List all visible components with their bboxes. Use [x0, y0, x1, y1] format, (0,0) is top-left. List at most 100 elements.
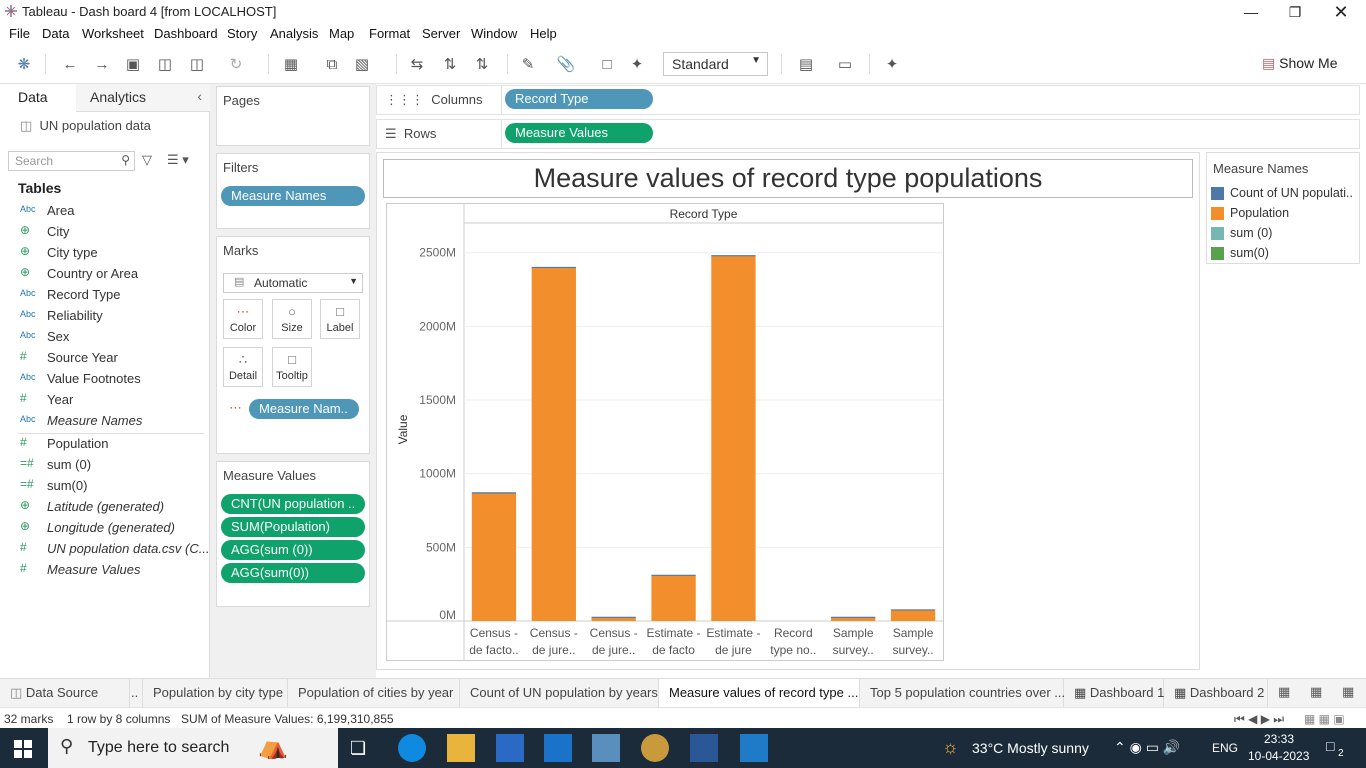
vscode-icon[interactable] [740, 734, 768, 762]
menu-worksheet[interactable]: Worksheet [82, 26, 144, 41]
columns-shelf[interactable]: ⋮⋮⋮ Columns Record Type [376, 85, 1360, 115]
field-item[interactable]: =# sum (0) [0, 455, 209, 476]
new-worksheet-tab-icon[interactable]: ▦ [1278, 684, 1291, 699]
new-dashboard-tab-icon[interactable]: ▦ [1310, 684, 1323, 699]
columns-pill-record-type[interactable]: Record Type [505, 89, 653, 109]
language-indicator[interactable]: ENG [1212, 741, 1239, 755]
legend-item[interactable]: sum(0) [1211, 245, 1359, 263]
tray-icons[interactable]: ⌃ ◉ ▭ 🔊 [1114, 739, 1181, 755]
refresh-icon[interactable]: ↻ [229, 56, 243, 73]
tab-sheet[interactable]: Population by city type [143, 679, 288, 707]
windows-start-icon[interactable] [14, 740, 32, 758]
new-story-tab-icon[interactable]: ▦ [1342, 684, 1355, 699]
field-item[interactable]: # UN population data.csv (C... [0, 539, 210, 560]
tab-dashboard-2[interactable]: ▦ Dashboard 2 [1164, 679, 1268, 707]
measure-pill[interactable]: AGG(sum (0)) [221, 540, 365, 560]
tab-data[interactable]: Data [0, 84, 76, 112]
show-me-button[interactable]: ▤ Show Me [1262, 55, 1337, 72]
restore-icon[interactable]: ❐ [1288, 3, 1302, 20]
group-members-icon[interactable]: 📎 [556, 56, 576, 73]
field-item[interactable]: ⊕ City type [0, 243, 209, 264]
close-icon[interactable]: ✕ [1333, 1, 1349, 22]
menu-file[interactable]: File [9, 26, 30, 41]
new-worksheet-icon[interactable]: ▦ [283, 56, 299, 73]
measure-pill[interactable]: SUM(Population) [221, 517, 365, 537]
pause-updates-icon[interactable]: ◫ [189, 56, 205, 73]
field-item[interactable]: Abc Sex [0, 327, 209, 348]
mail-icon[interactable] [544, 734, 572, 762]
word-icon[interactable] [690, 734, 718, 762]
file-explorer-icon[interactable] [447, 734, 475, 762]
field-item[interactable]: ⊕ Longitude (generated) [0, 518, 209, 539]
duplicate-sheet-icon[interactable]: ⧉ [326, 55, 338, 73]
marks-label-button[interactable]: □ Label [320, 299, 360, 339]
tableau-start-icon[interactable]: ❋ [17, 56, 31, 73]
marks-pill-measure-names[interactable]: Measure Nam.. [249, 399, 359, 419]
minimize-icon[interactable]: — [1244, 4, 1258, 20]
new-datasource-icon[interactable]: ◫ [157, 56, 173, 73]
legend-item[interactable]: Population [1211, 205, 1359, 223]
edge-icon[interactable] [398, 734, 426, 762]
sheet-view-icons[interactable]: ▦ ▦ ▣ [1304, 712, 1345, 726]
show-cards-icon[interactable]: ▤ [798, 56, 814, 73]
task-view-icon[interactable]: ❏ [350, 738, 367, 758]
share-icon[interactable]: ✦ [885, 56, 899, 73]
field-item[interactable]: # Measure Values [0, 560, 209, 581]
fix-axes-icon[interactable]: ✦ [630, 56, 644, 73]
clock-date[interactable]: 10-04-2023 [1248, 749, 1310, 763]
field-item[interactable]: ⊕ City [0, 222, 209, 243]
menu-dashboard[interactable]: Dashboard [154, 26, 218, 41]
legend-item[interactable]: sum (0) [1211, 225, 1359, 243]
field-item[interactable]: # Year [0, 390, 209, 411]
legend-item[interactable]: Count of UN populati.. [1211, 185, 1359, 203]
rows-pill-measure-values[interactable]: Measure Values [505, 123, 653, 143]
tab-overflow[interactable]: .. [130, 679, 143, 707]
menu-server[interactable]: Server [422, 26, 461, 41]
view-size-dropdown[interactable]: Standard ▼ [663, 52, 768, 76]
collapse-pane-icon[interactable]: ‹ [197, 88, 202, 104]
menu-data[interactable]: Data [42, 26, 70, 41]
sort-ascending-icon[interactable]: ⇅ [443, 56, 457, 73]
tab-sheet[interactable]: Top 5 population countries over ... [860, 679, 1065, 707]
paint-icon[interactable] [641, 734, 669, 762]
menu-format[interactable]: Format [369, 26, 411, 41]
filters-card[interactable]: Filters Measure Names [216, 153, 370, 229]
sheet-nav-icons[interactable]: ⏮ ◀ ▶ ⏭ [1234, 712, 1285, 726]
highlight-icon[interactable]: ✎ [521, 56, 535, 73]
mark-type-dropdown[interactable]: ▤ Automatic ▼ [223, 273, 363, 293]
field-item[interactable]: ⊕ Country or Area [0, 264, 209, 285]
tab-data-source[interactable]: ◫ Data Source [0, 679, 130, 707]
measure-pill[interactable]: CNT(UN population .. [221, 494, 365, 514]
data-source-item[interactable]: ◫ UN population data [20, 118, 151, 134]
menu-map[interactable]: Map [329, 26, 355, 41]
view-options-icon[interactable]: ☰ ▾ [167, 152, 189, 167]
show-mark-labels-icon[interactable]: □ [602, 55, 612, 73]
search-input[interactable]: Search ⚲ [8, 151, 135, 171]
field-item[interactable]: ⊕ Latitude (generated) [0, 497, 209, 518]
weather-text[interactable]: 33°C Mostly sunny [972, 740, 1089, 756]
field-item[interactable]: Abc Reliability [0, 306, 209, 327]
field-item[interactable]: Abc Record Type [0, 285, 209, 306]
field-item[interactable]: Abc Value Footnotes [0, 369, 209, 390]
marks-detail-button[interactable]: ∴ Detail [223, 347, 263, 387]
menu-help[interactable]: Help [530, 26, 557, 41]
marks-color-button[interactable]: ⋯ Color [223, 299, 263, 339]
marks-size-button[interactable]: ○ Size [272, 299, 312, 339]
taskbar-search[interactable]: ⚲ Type here to search ⛺ [48, 728, 338, 768]
redo-icon[interactable]: → [94, 55, 110, 73]
tab-sheet-active[interactable]: Measure values of record type ... [659, 679, 860, 707]
swap-rows-columns-icon[interactable]: ⇆ [410, 56, 424, 73]
tab-sheet[interactable]: Count of UN population by years [460, 679, 659, 707]
filter-fields-icon[interactable]: ▽ [142, 152, 152, 167]
tab-sheet[interactable]: Population of cities by year [288, 679, 460, 707]
marks-tooltip-button[interactable]: □ Tooltip [272, 347, 312, 387]
presentation-mode-icon[interactable]: ▭ [837, 56, 853, 73]
menu-story[interactable]: Story [227, 26, 258, 41]
save-icon[interactable]: ▣ [125, 56, 141, 73]
field-item[interactable]: # Source Year [0, 348, 209, 369]
measure-pill[interactable]: AGG(sum(0)) [221, 563, 365, 583]
rows-shelf[interactable]: ☰ Rows Measure Values [376, 119, 1360, 149]
store-icon[interactable] [496, 734, 524, 762]
filter-pill-measure-names[interactable]: Measure Names [221, 186, 365, 206]
field-item[interactable]: Abc Measure Names [0, 411, 209, 432]
